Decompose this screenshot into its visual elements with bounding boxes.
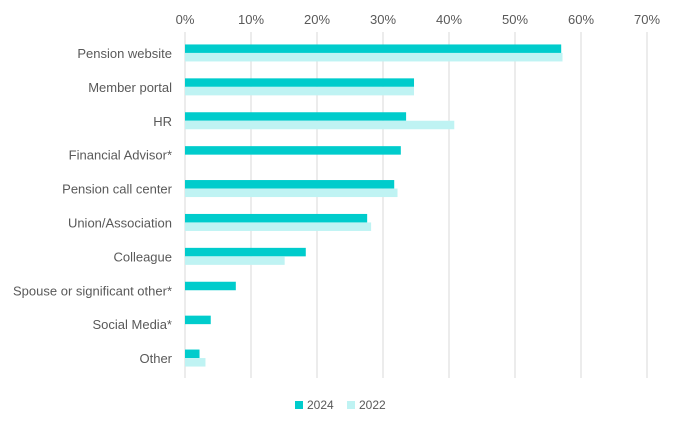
bar-2024 <box>185 281 236 291</box>
bar-2024 <box>185 180 395 189</box>
bar-2024 <box>185 247 306 257</box>
bar-2024 <box>185 78 415 87</box>
category-label: Other <box>139 351 172 366</box>
x-tick-label: 40% <box>436 12 462 27</box>
x-tick-label: 50% <box>502 12 528 27</box>
bar-2024 <box>185 146 401 155</box>
x-tick-label: 10% <box>238 12 264 27</box>
x-tick-label: 60% <box>568 12 594 27</box>
category-label: Pension website <box>77 46 172 61</box>
x-tick-label: 0% <box>176 12 195 27</box>
x-tick-label: 30% <box>370 12 396 27</box>
category-label: Social Media* <box>93 317 173 332</box>
bar-2022 <box>185 256 285 265</box>
category-label: Member portal <box>88 80 172 95</box>
bar-2022 <box>185 222 372 231</box>
legend-swatch <box>347 401 355 409</box>
bar-2022 <box>185 52 563 62</box>
bar-2024 <box>185 112 407 121</box>
category-label: Financial Advisor* <box>69 148 172 163</box>
legend-label: 2024 <box>307 398 334 412</box>
x-tick-label: 20% <box>304 12 330 27</box>
bar-2022 <box>185 358 206 367</box>
x-tick-label: 70% <box>634 12 660 27</box>
bar-2024 <box>185 349 200 359</box>
legend-swatch <box>295 401 303 409</box>
bar-2022 <box>185 188 398 198</box>
bar-2024 <box>185 213 368 223</box>
category-label: Union/Association <box>68 215 172 230</box>
bar-2022 <box>185 86 415 96</box>
legend-label: 2022 <box>359 398 386 412</box>
category-label: HR <box>153 114 172 129</box>
category-label: Spouse or significant other* <box>13 283 172 298</box>
category-label: Pension call center <box>62 182 173 197</box>
category-label: Colleague <box>113 249 172 264</box>
bar-2022 <box>185 120 455 130</box>
bar-2024 <box>185 44 562 53</box>
bar-2024 <box>185 315 211 325</box>
